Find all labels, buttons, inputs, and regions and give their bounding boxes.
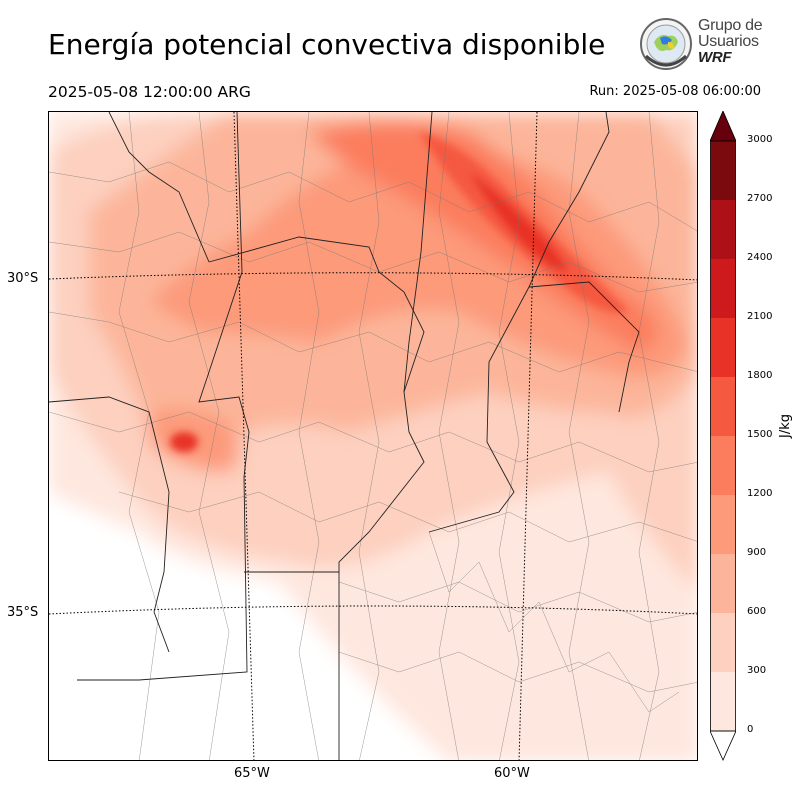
valid-time: 2025-05-08 12:00:00 ARG [48, 83, 251, 101]
colorbar-tick-label: 900 [747, 547, 767, 558]
colorbar-tick-label: 3000 [747, 134, 773, 145]
colorbar-bin [710, 495, 736, 554]
colorbar-tick-label: 1500 [747, 429, 773, 440]
colorbar-bin [710, 613, 736, 672]
logo-text: Grupo de Usuarios WRF [698, 17, 763, 66]
colorbar-tick-label: 300 [747, 665, 767, 676]
run-time: Run: 2025-05-08 06:00:00 [589, 84, 761, 99]
colorbar-tick-label: 2700 [747, 193, 773, 204]
colorbar-units: J/kg [778, 414, 793, 438]
logo-line-3: WRF [698, 49, 732, 66]
colorbar-bin [710, 554, 736, 613]
colorbar-bin [710, 141, 736, 200]
colorbar-tick-label: 0 [747, 724, 754, 735]
colorbar-bin [710, 259, 736, 318]
colorbar-bins [710, 141, 736, 731]
province-lines [49, 112, 640, 760]
lon-label-65w: 65°W [234, 766, 270, 781]
cape-level-4 [309, 122, 657, 352]
wrf-globe-icon [640, 18, 692, 70]
colorbar-bin [710, 318, 736, 377]
colorbar-tick-label: 1800 [747, 370, 773, 381]
colorbar-bin [710, 436, 736, 495]
colorbar-under-triangle [710, 730, 736, 761]
colorbar-tick-label: 600 [747, 606, 767, 617]
colorbar-frame [710, 140, 736, 732]
colorbar-bin [710, 377, 736, 436]
cape-level-3 [149, 146, 689, 378]
lat-label-35s: 35°S [7, 605, 39, 620]
colorbar-over-triangle [710, 111, 736, 142]
map-title: Energía potencial convectiva disponible [48, 28, 606, 61]
logo-line-1: Grupo de [698, 17, 763, 34]
graticule [49, 112, 697, 760]
wrf-logo: Grupo de Usuarios WRF [638, 16, 768, 74]
boundaries [49, 112, 697, 760]
colorbar-bin [710, 672, 736, 731]
cape-peak-west [170, 432, 198, 452]
lon-label-60w: 60°W [494, 766, 530, 781]
colorbar-bin [710, 200, 736, 259]
cape-map[interactable] [48, 111, 698, 761]
colorbar-tick-label: 2400 [747, 252, 773, 263]
cape-map-svg [49, 112, 697, 760]
logo-line-2: Usuarios [698, 33, 759, 50]
lat-label-30s: 30°S [7, 271, 39, 286]
colorbar-tick-label: 1200 [747, 488, 773, 499]
colorbar [710, 111, 736, 761]
colorbar-tick-label: 2100 [747, 311, 773, 322]
